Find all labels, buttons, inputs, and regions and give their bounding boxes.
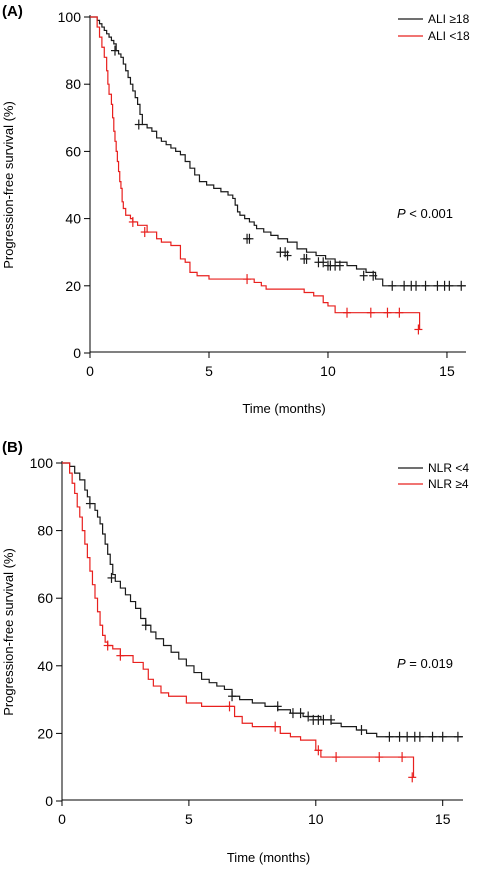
- y-tick-label: 0: [73, 345, 81, 361]
- y-tick-label: 60: [37, 590, 53, 606]
- y-tick-label: 100: [58, 9, 82, 25]
- x-axis-title: Time (months): [227, 850, 310, 865]
- y-tick-label: 20: [65, 278, 81, 294]
- y-tick-label: 80: [65, 76, 81, 92]
- km-curve-black: [62, 462, 463, 738]
- p-value: P = 0.019: [397, 656, 453, 671]
- x-tick-label: 0: [58, 811, 66, 827]
- legend-label: ALI ≥18: [428, 12, 470, 26]
- y-tick-label: 40: [65, 211, 81, 227]
- x-axis-title: Time (months): [242, 401, 325, 416]
- y-tick-label: 20: [37, 725, 53, 741]
- y-tick-label: 60: [65, 143, 81, 159]
- x-tick-label: 15: [439, 363, 455, 379]
- panel-a: (A) 0 20 40 60 80 100 0 5 10 15 Time (months) Progre…: [1, 3, 470, 416]
- km-curve-red: [90, 16, 421, 330]
- y-axis-title: Progression-free survival (%): [1, 548, 16, 716]
- panel-b: (B) 0 20 40 60 80 100 0 5 10 15 Time (months) Progre…: [1, 439, 469, 865]
- km-curve-red: [62, 462, 415, 778]
- y-tick-label: 0: [45, 793, 53, 809]
- legend-label: ALI <18: [428, 29, 470, 43]
- y-axis-title: Progression-free survival (%): [1, 101, 16, 269]
- y-tick-label: 40: [37, 658, 53, 674]
- y-tick-label: 80: [37, 523, 53, 539]
- x-tick-label: 5: [205, 363, 213, 379]
- p-value: P < 0.001: [397, 206, 453, 221]
- x-tick-label: 5: [185, 811, 193, 827]
- panel-label: (B): [2, 439, 23, 456]
- x-tick-label: 0: [86, 363, 94, 379]
- legend-label: NLR <4: [428, 461, 469, 475]
- y-tick-label: 100: [30, 455, 54, 471]
- x-tick-label: 10: [308, 811, 324, 827]
- panel-label: (A): [2, 3, 23, 20]
- km-curve-black: [90, 16, 466, 287]
- x-tick-label: 10: [320, 363, 336, 379]
- legend-label: NLR ≥4: [428, 477, 469, 491]
- x-tick-label: 15: [435, 811, 451, 827]
